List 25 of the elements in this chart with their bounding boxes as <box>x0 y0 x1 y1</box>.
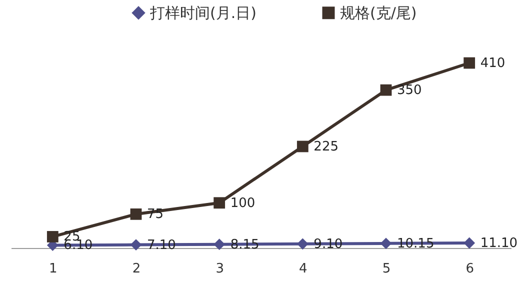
data-label: 7.10 <box>147 238 176 253</box>
point <box>214 238 226 250</box>
point <box>214 197 226 209</box>
x-tick-label: 1 <box>49 262 58 276</box>
data-label: 11.10 <box>480 236 518 251</box>
legend-label: 打样时间(月.日) <box>149 4 256 22</box>
data-label: 350 <box>397 83 422 98</box>
data-label: 100 <box>230 196 256 211</box>
data-label: 410 <box>480 56 506 71</box>
point <box>130 239 142 250</box>
point <box>464 237 476 249</box>
point <box>380 84 392 96</box>
point <box>296 140 308 152</box>
point <box>380 238 392 250</box>
point <box>130 208 142 220</box>
x-tick-label: 5 <box>382 262 391 276</box>
x-tick-label: 6 <box>466 262 474 276</box>
x-tick-label: 4 <box>299 262 308 276</box>
point <box>464 57 476 69</box>
data-label: 225 <box>314 139 338 154</box>
x-tick-label: 2 <box>132 262 141 276</box>
point <box>296 238 308 250</box>
legend-label: 规格(克/尾) <box>340 4 417 22</box>
point <box>46 231 58 242</box>
x-tick-label: 3 <box>216 262 224 276</box>
